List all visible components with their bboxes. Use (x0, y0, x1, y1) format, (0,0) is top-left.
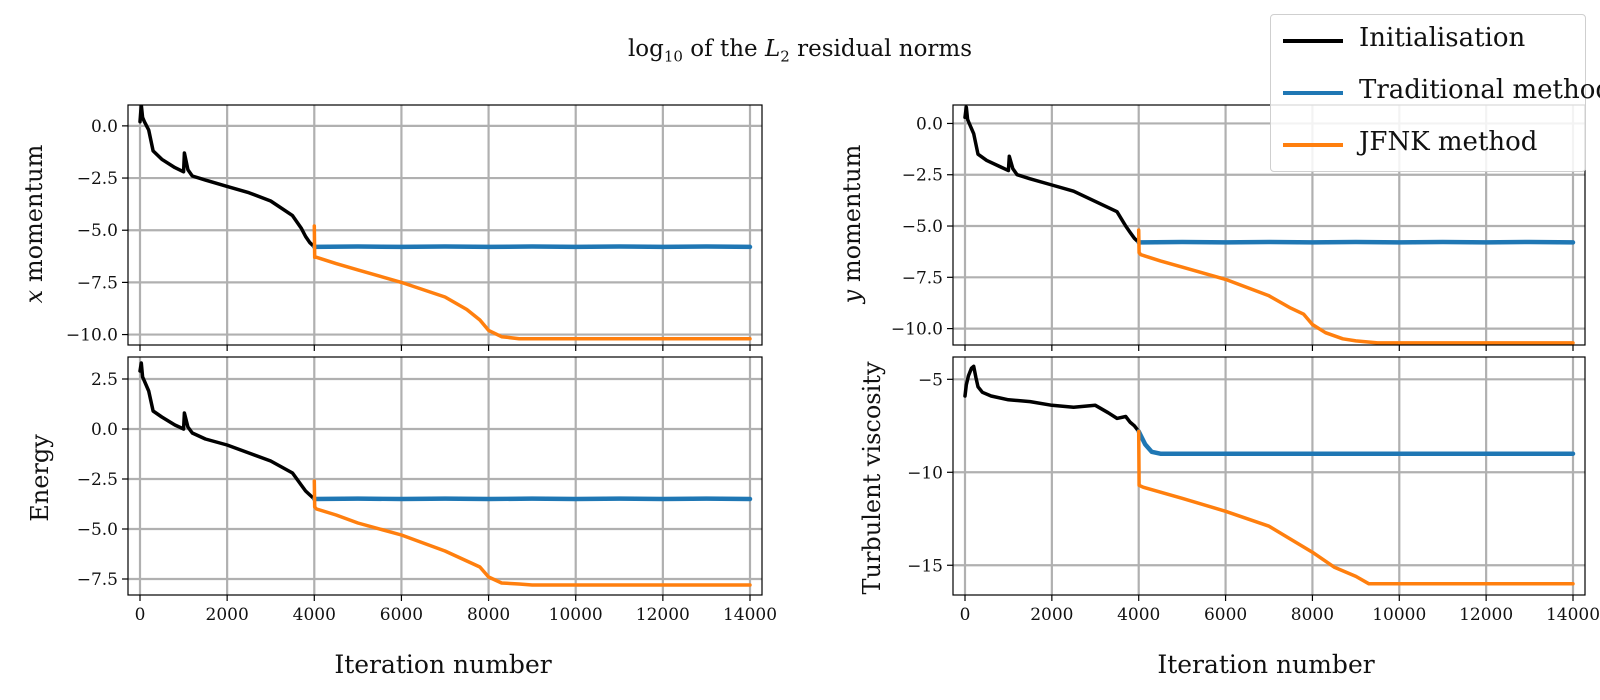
xtick-label: 14000 (723, 605, 777, 625)
xtick-label: 10000 (549, 605, 603, 625)
series-group (963, 364, 1576, 586)
ylabel-turbulent-viscosity: Turbulent viscosity (858, 361, 886, 594)
ylabel-italic-part: x (20, 289, 48, 303)
xtick-label: 12000 (636, 605, 690, 625)
title-middle: of the (682, 36, 765, 62)
panel-x-momentum: 0.0 −2.5 −5.0 −7.5 −10.0 (66, 104, 763, 351)
legend-item-traditional: Traditional method (1271, 67, 1600, 119)
ytick-label: 0.0 (91, 420, 118, 440)
series-group (138, 361, 753, 587)
ytick-label: −5.0 (902, 217, 943, 237)
series-line-jfnk-method (1136, 429, 1575, 586)
series-line-jfnk-method (312, 479, 752, 587)
series-group (963, 105, 1576, 345)
ylabel-italic-part: y (838, 289, 866, 304)
ytick-label: −15 (907, 556, 943, 576)
ytick-label: −7.5 (77, 273, 118, 293)
series-line-jfnk-method (312, 224, 752, 341)
ytick-label: −5 (918, 370, 943, 390)
panel-energy: 2.5 0.0 −2.5 −5.0 −7.5 0 2000 4000 6000 8000 10000… (77, 356, 777, 625)
xlabel-left: Iteration number (334, 650, 551, 679)
ytick-label: 0.0 (91, 117, 118, 137)
xtick-label: 6000 (380, 605, 423, 625)
legend: Initialisation Traditional method JFNK m… (1270, 14, 1600, 172)
legend-swatch-initialisation (1283, 39, 1343, 43)
ytick-label: −10.0 (891, 320, 943, 340)
ylabel-rest: momentum (838, 144, 866, 289)
series-line-jfnk-method (1136, 228, 1575, 345)
legend-swatch-traditional (1283, 91, 1343, 95)
ytick-label: 2.5 (91, 370, 118, 390)
legend-label: Traditional method (1359, 75, 1600, 105)
xtick-label: 14000 (1546, 605, 1600, 625)
ytick-label: −7.5 (77, 570, 118, 590)
ytick-label: −2.5 (77, 470, 118, 490)
ytick-label: −5.0 (77, 221, 118, 241)
ytick-label: 0.0 (916, 114, 943, 134)
xtick-label: 10000 (1372, 605, 1426, 625)
title-norm-sub: 2 (780, 47, 790, 66)
xtick-label: 0 (960, 605, 971, 625)
axes-frame (127, 104, 763, 346)
legend-item-initialisation: Initialisation (1271, 15, 1585, 67)
figure-title: log10 of the L2 residual norms (0, 36, 1600, 66)
series-line-initialisation (138, 361, 317, 501)
ytick-label: −5.0 (77, 520, 118, 540)
title-suffix: residual norms (789, 36, 973, 62)
title-subscript: 10 (663, 47, 683, 66)
xtick-label: 8000 (1291, 605, 1334, 625)
title-prefix: log (627, 36, 664, 62)
ylabel-y-momentum: y momentum (838, 144, 866, 304)
legend-swatch-jfnk (1283, 143, 1343, 147)
xtick-label: 4000 (1117, 605, 1160, 625)
legend-label: Initialisation (1359, 23, 1526, 53)
xtick-label: 2000 (1030, 605, 1073, 625)
legend-label: JFNK method (1359, 127, 1538, 157)
xtick-label: 12000 (1459, 605, 1513, 625)
xtick-label: 6000 (1204, 605, 1247, 625)
ytick-label: −10.0 (66, 326, 118, 346)
series-line-traditional-method (1136, 429, 1576, 456)
xtick-label: 0 (135, 605, 146, 625)
ytick-label: −10 (907, 463, 943, 483)
axes-frame (127, 356, 763, 596)
axes-frame (952, 104, 1586, 346)
series-line-initialisation (138, 105, 317, 249)
xtick-label: 8000 (467, 605, 510, 625)
ytick-label: −7.5 (902, 268, 943, 288)
panel-turbulent-viscosity: −5 −10 −15 0 2000 4000 6000 8000 10000 12000 14000 (907, 356, 1600, 625)
xtick-label: 4000 (293, 605, 336, 625)
ytick-label: −2.5 (902, 166, 943, 186)
ytick-label: −2.5 (77, 169, 118, 189)
xtick-label: 2000 (206, 605, 249, 625)
legend-item-jfnk: JFNK method (1271, 119, 1585, 171)
series-line-initialisation (963, 364, 1141, 434)
ylabel-rest: momentum (20, 144, 48, 289)
title-norm-var: L (764, 36, 781, 62)
axes-frame (952, 356, 1586, 596)
ylabel-x-momentum: x momentum (20, 144, 48, 303)
xlabel-right: Iteration number (1157, 650, 1374, 679)
series-group (138, 105, 753, 341)
ylabel-energy: Energy (26, 434, 54, 522)
series-line-initialisation (963, 105, 1141, 245)
